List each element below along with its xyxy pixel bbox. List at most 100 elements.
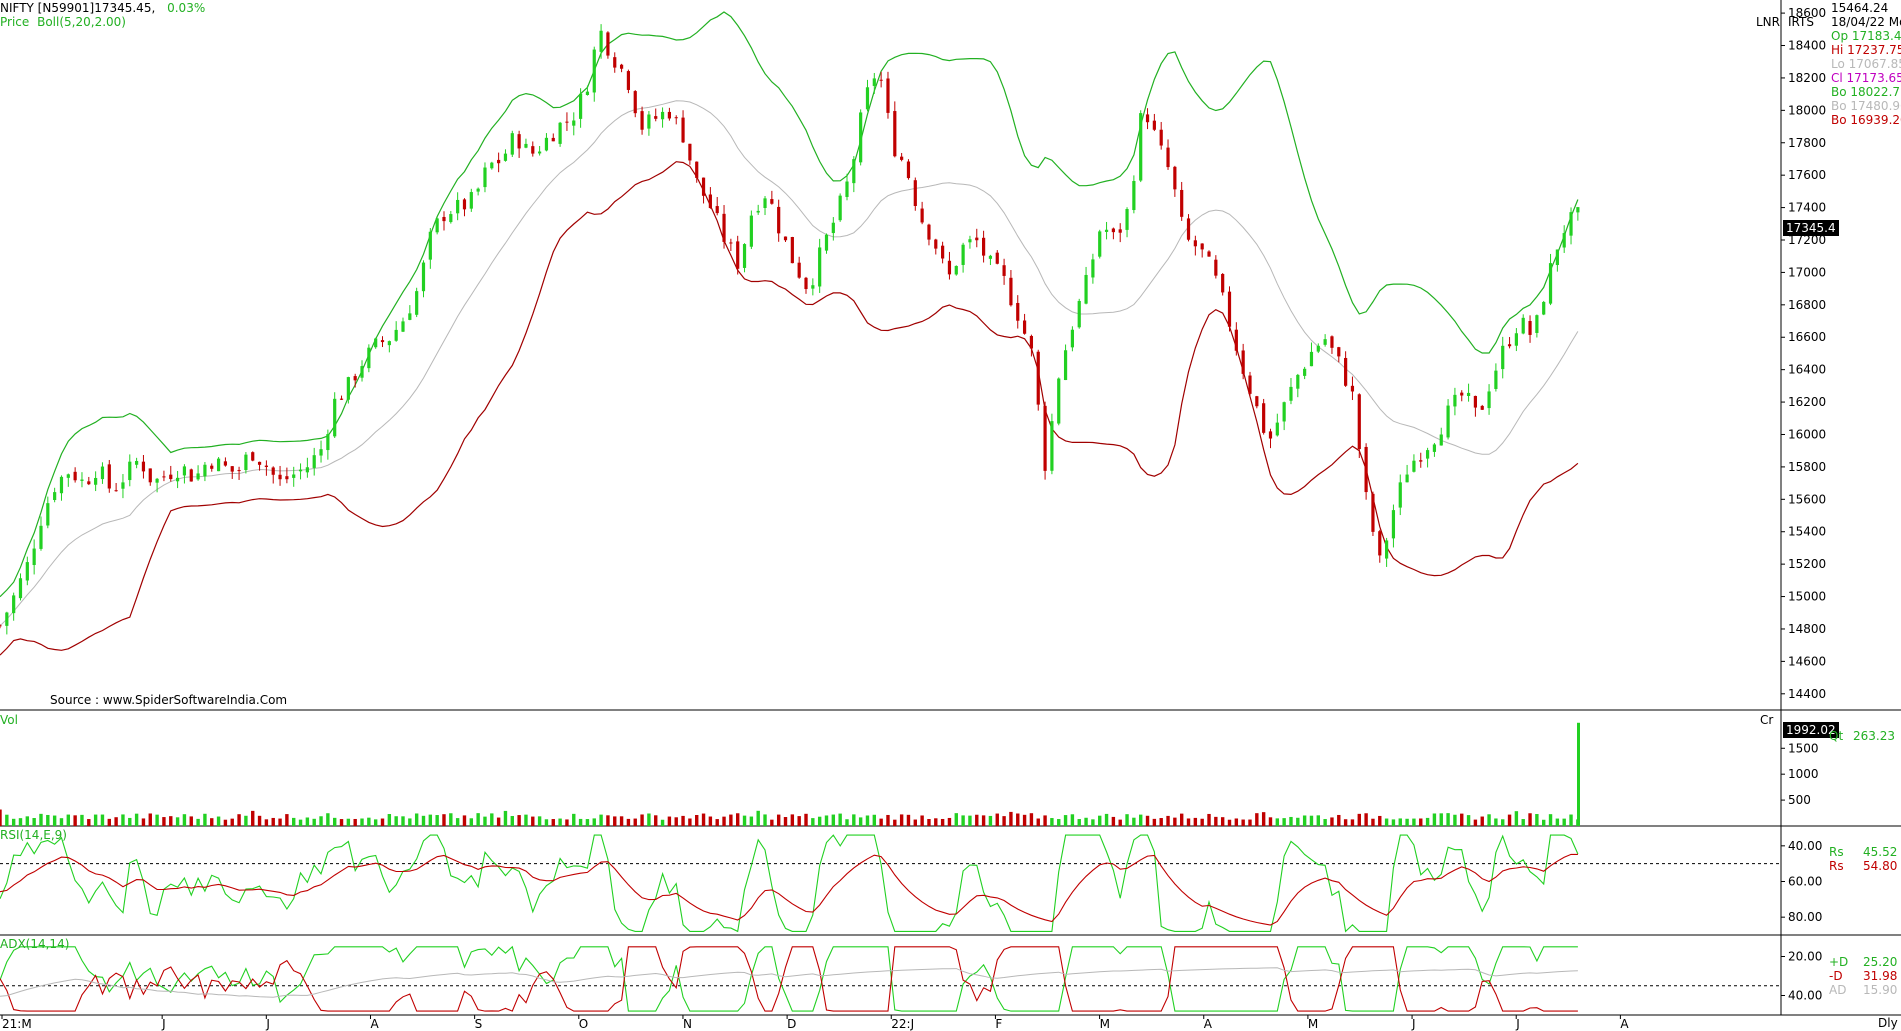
volume-bar: [1446, 813, 1450, 826]
x-tick-label: M: [1100, 1017, 1110, 1031]
candle-body: [701, 177, 706, 196]
y-tick-label: 15400: [1788, 525, 1826, 539]
candle-body: [374, 338, 378, 348]
volume-bar: [701, 813, 706, 826]
candle-body: [114, 490, 118, 492]
volume-bar: [1227, 819, 1232, 826]
candle-body: [251, 452, 255, 461]
candle-body: [469, 192, 473, 209]
candle-body: [722, 213, 726, 242]
irts-label[interactable]: IRTS: [1788, 15, 1814, 29]
candle-body: [203, 464, 207, 477]
candle-body: [1145, 114, 1150, 123]
volume-bar: [1036, 818, 1040, 826]
candle-body: [490, 162, 494, 169]
candle-body: [155, 478, 159, 483]
candle-body: [674, 117, 678, 119]
candle-body: [503, 153, 508, 161]
volume-bar: [1350, 819, 1355, 826]
volume-bar: [1432, 813, 1437, 826]
volume-bar: [804, 813, 808, 826]
volume-bar: [797, 816, 801, 826]
candle-body: [1029, 335, 1034, 349]
volume-bar: [517, 815, 521, 826]
volume-bar: [319, 816, 323, 826]
candle-body: [729, 242, 733, 244]
volume-bar: [708, 816, 713, 826]
candle-body: [1309, 351, 1314, 367]
volume-bar: [640, 814, 644, 826]
volume-bar: [1371, 818, 1375, 826]
candle-body: [1186, 218, 1191, 240]
volume-bar: [865, 815, 870, 826]
price-tag: 17345.4: [1783, 220, 1839, 236]
candle-body: [770, 199, 774, 204]
candle-body: [1405, 474, 1409, 483]
candle-body: [1419, 460, 1423, 462]
volume-bar: [155, 814, 159, 826]
y-tick-label: 17000: [1788, 265, 1826, 279]
volume-bar: [1337, 814, 1341, 826]
candle-body: [257, 461, 262, 465]
candle-body: [292, 474, 296, 478]
volume-bar: [1268, 817, 1273, 826]
volume-bar: [1480, 816, 1484, 826]
candle-body: [59, 476, 64, 494]
volume-bar: [490, 813, 494, 826]
volume-bar: [32, 818, 36, 826]
volume-bar: [189, 816, 193, 826]
candle-body: [216, 458, 221, 472]
volume-bar: [387, 814, 392, 826]
candle-body: [633, 91, 637, 114]
volume-bar: [175, 817, 180, 826]
volume-bar: [285, 814, 289, 826]
candle-body: [1364, 446, 1368, 493]
x-tick-label: J: [265, 1017, 270, 1031]
candle-body: [1323, 339, 1327, 345]
volume-bar: [1555, 818, 1560, 826]
volume-bar: [1289, 816, 1293, 826]
candle-body: [654, 116, 658, 119]
volume-bar: [121, 814, 125, 826]
y-tick-label: 17600: [1788, 168, 1826, 182]
candle-body: [387, 341, 391, 346]
volume-bar: [148, 813, 152, 826]
x-tick-label: J: [1411, 1017, 1416, 1031]
volume-bar: [858, 817, 863, 826]
candle-body: [1050, 421, 1054, 471]
volume-bar: [715, 819, 719, 826]
volume-bar: [1405, 818, 1409, 826]
candle-body: [80, 479, 84, 481]
lnr-label[interactable]: LNR: [1756, 15, 1780, 29]
candle-body: [681, 117, 685, 143]
volume-bar: [52, 815, 57, 826]
candle-body: [497, 159, 501, 164]
volume-bar: [1514, 811, 1519, 826]
candle-body: [394, 329, 398, 341]
volume-bar: [305, 817, 310, 826]
volume-bar: [1173, 817, 1177, 826]
volume-bar: [1330, 817, 1334, 826]
period-label[interactable]: Dly: [1878, 1016, 1898, 1030]
volume-bar: [1234, 818, 1239, 826]
volume-bar: [449, 813, 453, 826]
volume-bar: [1098, 815, 1102, 826]
volume-bar: [633, 818, 637, 826]
candle-body: [271, 467, 275, 475]
candle-body: [1378, 531, 1382, 556]
volume-bar: [312, 818, 316, 826]
volume-bar: [1487, 814, 1491, 826]
volume-bar: [1528, 813, 1532, 826]
candle-body: [831, 222, 835, 234]
candle-body: [968, 239, 972, 243]
candle-body: [1569, 212, 1573, 236]
candle-body: [872, 78, 876, 86]
x-tick-label: J: [1515, 1017, 1520, 1031]
rsi-tick-label: 80.00: [1788, 910, 1822, 924]
x-tick-label: N: [683, 1017, 692, 1031]
y-tick-label: 16400: [1788, 363, 1826, 377]
y-tick-label: 18400: [1788, 39, 1826, 53]
volume-bar: [237, 814, 241, 826]
volume-bar: [196, 818, 200, 826]
